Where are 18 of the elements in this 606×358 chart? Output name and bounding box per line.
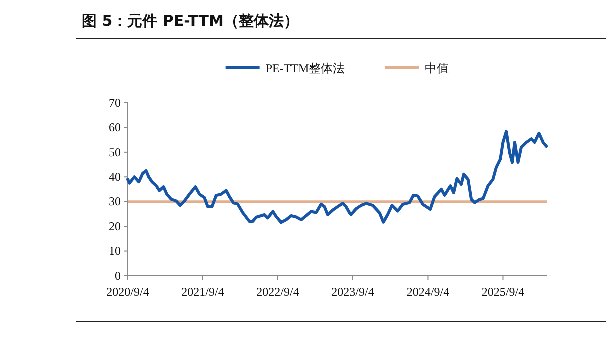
legend-label: PE-TTM整体法 (266, 62, 346, 76)
x-tick-label: 2024/9/4 (406, 285, 450, 300)
x-tick-label: 2025/9/4 (482, 285, 525, 300)
x-tick-label: 2023/9/4 (332, 285, 374, 300)
x-tick-label: 2022/9/4 (256, 285, 300, 300)
y-tick-label: 20 (109, 219, 121, 234)
legend-label: 中值 (425, 62, 450, 76)
y-tick-label: 70 (109, 96, 121, 110)
x-tick-label: 2020/9/4 (106, 285, 150, 300)
y-tick-label: 30 (109, 194, 121, 209)
x-tick-label: 2021/9/4 (182, 285, 224, 300)
y-tick-label: 60 (109, 120, 121, 135)
y-tick-label: 10 (109, 244, 121, 258)
line-series (126, 130, 548, 224)
y-tick-label: 40 (109, 170, 121, 184)
y-tick-label: 0 (115, 268, 121, 283)
y-tick-label: 50 (109, 145, 121, 160)
chart-title: 图 5：元件 PE-TTM（整体法） (82, 12, 299, 30)
